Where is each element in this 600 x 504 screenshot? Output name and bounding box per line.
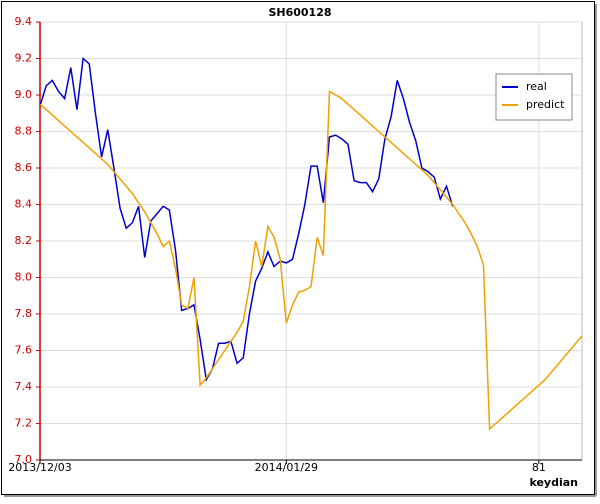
series-line [39, 56, 454, 382]
series-line [39, 90, 583, 431]
y-tick-label: 8.0 [15, 271, 33, 284]
y-tick-label: 7.2 [15, 417, 33, 430]
legend-label: predict [526, 98, 565, 111]
y-tick-label: 9.2 [15, 52, 33, 65]
legend-label: real [526, 80, 547, 93]
legend-box [495, 73, 573, 121]
y-tick-label: 9.0 [15, 88, 33, 101]
x-axis-label: keydian [529, 476, 578, 489]
y-tick-label: 8.8 [15, 125, 33, 138]
x-tick-label: 81 [532, 461, 546, 474]
y-tick-label: 8.6 [15, 161, 33, 174]
x-tick-label: 2014/01/29 [255, 461, 318, 474]
y-tick-label: 7.4 [15, 380, 33, 393]
y-tick-label: 8.2 [15, 234, 33, 247]
y-tick-label: 9.4 [15, 15, 33, 28]
y-tick-label: 8.4 [15, 198, 33, 211]
y-tick-label: 7.6 [15, 344, 33, 357]
y-tick-label: 7.0 [15, 453, 33, 466]
x-tick-label: 2013/12/03 [8, 461, 71, 474]
chart-title: SH600128 [268, 6, 331, 19]
y-tick-label: 7.8 [15, 307, 33, 320]
